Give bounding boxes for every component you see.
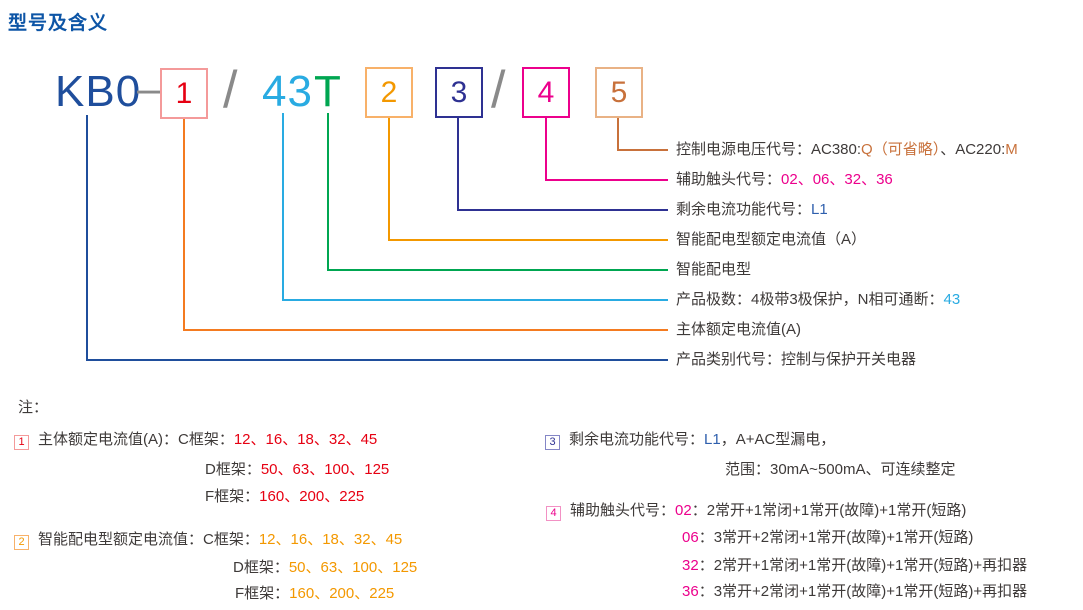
label-residual-code: L1 <box>811 201 828 218</box>
label-residual-pre: 剩余电流功能代号： <box>676 201 812 218</box>
note-4-line-1: 4 辅助触头代号：02：2常开+1常闭+1常开(故障)+1常开(短路) <box>546 500 966 522</box>
leader-poles-hline <box>282 299 668 301</box>
model-box-5: 5 <box>595 67 643 118</box>
note-1-l3-pre: F框架： <box>205 488 260 505</box>
model-box-3-digit: 3 <box>450 75 468 109</box>
leader-residual-vline <box>457 118 459 211</box>
leader-category-vline <box>86 115 88 361</box>
note-4-desc-06: ：3常开+2常闭+1常开(故障)+1常开(短路) <box>698 529 974 546</box>
note-4-code-02: 02 <box>675 502 692 519</box>
note-4-line-2: 06：3常开+2常闭+1常开(故障)+1常开(短路) <box>682 527 973 549</box>
model-box-3: 3 <box>435 67 483 118</box>
note-2-l2-pre: D框架： <box>233 559 289 576</box>
leader-category-hline <box>86 359 668 361</box>
label-category-text: 产品类别代号：控制与保护开关电器 <box>676 351 917 368</box>
label-smart-type: 智能配电型 <box>676 259 751 281</box>
note-2-line-2: D框架：50、63、100、125 <box>233 557 417 579</box>
label-smart-type-text: 智能配电型 <box>676 261 752 278</box>
label-product-category: 产品类别代号：控制与保护开关电器 <box>676 349 916 371</box>
note-3-marker: 3 <box>545 434 560 450</box>
label-control-voltage-m: M <box>1005 141 1018 158</box>
label-main-rated-current: 主体额定电流值(A) <box>676 319 801 341</box>
note-4-code-06: 06 <box>682 529 699 546</box>
label-control-voltage: 控制电源电压代号：AC380:Q（可省略）、AC220:M <box>676 139 1018 161</box>
note-2-l1-values: 12、16、18、32、45 <box>258 531 403 548</box>
leader-control-voltage-vline <box>617 118 619 151</box>
label-main-current-text: 主体额定电流值(A) <box>676 321 801 338</box>
leader-smart-current-vline <box>388 118 390 241</box>
label-residual-current: 剩余电流功能代号：L1 <box>676 199 828 221</box>
model-prefix: KB0 <box>55 67 142 116</box>
note-4-code-36: 36 <box>682 583 699 600</box>
note-2-line-3: F框架：160、200、225 <box>235 583 394 605</box>
note-1-marker: 1 <box>14 434 29 450</box>
model-box-2-digit: 2 <box>380 75 398 109</box>
leader-smart-type-vline <box>327 113 329 271</box>
label-control-voltage-mid: 、AC220: <box>940 141 1006 158</box>
model-box-2: 2 <box>365 67 413 118</box>
label-aux-contact-pre: 辅助触头代号： <box>676 171 782 188</box>
model-slash-2: / <box>491 61 506 119</box>
label-smart-current-text: 智能配电型额定电流值（A） <box>676 231 867 248</box>
leader-aux-contact-hline <box>545 179 668 181</box>
model-box-5-digit: 5 <box>610 75 628 109</box>
label-aux-contact: 辅助触头代号：02、06、32、36 <box>676 169 893 191</box>
leader-residual-hline <box>457 209 668 211</box>
note-3-line-1: 3 剩余电流功能代号：L1，A+AC型漏电， <box>545 429 835 451</box>
model-box-4-digit: 4 <box>537 75 555 109</box>
note-2-line-1: 2 智能配电型额定电流值：C框架：12、16、18、32、45 <box>14 529 402 551</box>
leader-smart-current-hline <box>388 239 668 241</box>
note-4-code-32: 32 <box>682 557 699 574</box>
model-dash: – <box>137 64 163 113</box>
note-3-l1-post: ，A+AC型漏电， <box>720 431 836 448</box>
note-2-l1-pre: 智能配电型额定电流值：C框架： <box>38 531 259 548</box>
label-pole-count: 产品极数：4极带3极保护，N相可通断：43 <box>676 289 960 311</box>
note-3-l1-pre: 剩余电流功能代号： <box>569 431 705 448</box>
label-poles-pre: 产品极数：4极带3极保护，N相可通断： <box>676 291 944 308</box>
model-box-1-digit: 1 <box>175 76 193 110</box>
note-1-l1-pre: 主体额定电流值(A)：C框架： <box>38 431 234 448</box>
leader-aux-contact-vline <box>545 118 547 181</box>
note-1-l2-values: 50、63、100、125 <box>260 461 390 478</box>
note-1-l3-values: 160、200、225 <box>259 488 365 505</box>
label-aux-contact-codes: 02、06、32、36 <box>781 171 893 188</box>
label-smart-rated-current: 智能配电型额定电流值（A） <box>676 229 866 251</box>
note-3-l1-code: L1 <box>704 431 721 448</box>
note-1-line-1: 1 主体额定电流值(A)：C框架：12、16、18、32、45 <box>14 429 377 451</box>
note-2-l3-pre: F框架： <box>235 585 290 602</box>
note-4-desc-32: ：2常开+1常闭+1常开(故障)+1常开(短路)+再扣器 <box>698 557 1028 574</box>
leader-smart-type-hline <box>327 269 668 271</box>
page-title: 型号及含义 <box>8 13 109 34</box>
note-2-l2-values: 50、63、100、125 <box>288 559 418 576</box>
label-poles-code: 43 <box>943 291 961 308</box>
model-box-4: 4 <box>522 67 570 118</box>
leader-control-voltage-hline <box>617 149 668 151</box>
note-4-marker: 4 <box>546 505 561 521</box>
note-2-marker: 2 <box>14 534 29 550</box>
model-slash-1: / <box>223 61 238 119</box>
note-1-l1-values: 12、16、18、32、45 <box>233 431 378 448</box>
note-4-desc-36: ：3常开+2常闭+1常开(故障)+1常开(短路)+再扣器 <box>698 583 1028 600</box>
model-type-code: T <box>314 67 342 116</box>
leader-poles-vline <box>282 113 284 301</box>
note-1-l2-pre: D框架： <box>205 461 261 478</box>
model-box-1: 1 <box>160 68 208 119</box>
leader-main-current-hline <box>183 329 668 331</box>
note-4-line-4: 36：3常开+2常闭+1常开(故障)+1常开(短路)+再扣器 <box>682 581 1027 603</box>
label-control-voltage-q: Q（可省略） <box>861 141 941 158</box>
note-3-line-2: 范围：30mA~500mA、可连续整定 <box>725 461 956 478</box>
note-4-line-3: 32：2常开+1常闭+1常开(故障)+1常开(短路)+再扣器 <box>682 555 1027 577</box>
note-4-desc-02: ：2常开+1常闭+1常开(故障)+1常开(短路) <box>691 502 967 519</box>
model-pole-code: 43 <box>262 67 313 116</box>
leader-main-current-vline <box>183 119 185 331</box>
note-2-l3-values: 160、200、225 <box>289 585 395 602</box>
note-4-label: 辅助触头代号： <box>570 502 676 519</box>
label-control-voltage-pre: 控制电源电压代号：AC380: <box>676 141 862 158</box>
note-1-line-3: F框架：160、200、225 <box>205 486 364 508</box>
note-1-line-2: D框架：50、63、100、125 <box>205 459 389 481</box>
notes-heading: 注： <box>18 399 49 416</box>
